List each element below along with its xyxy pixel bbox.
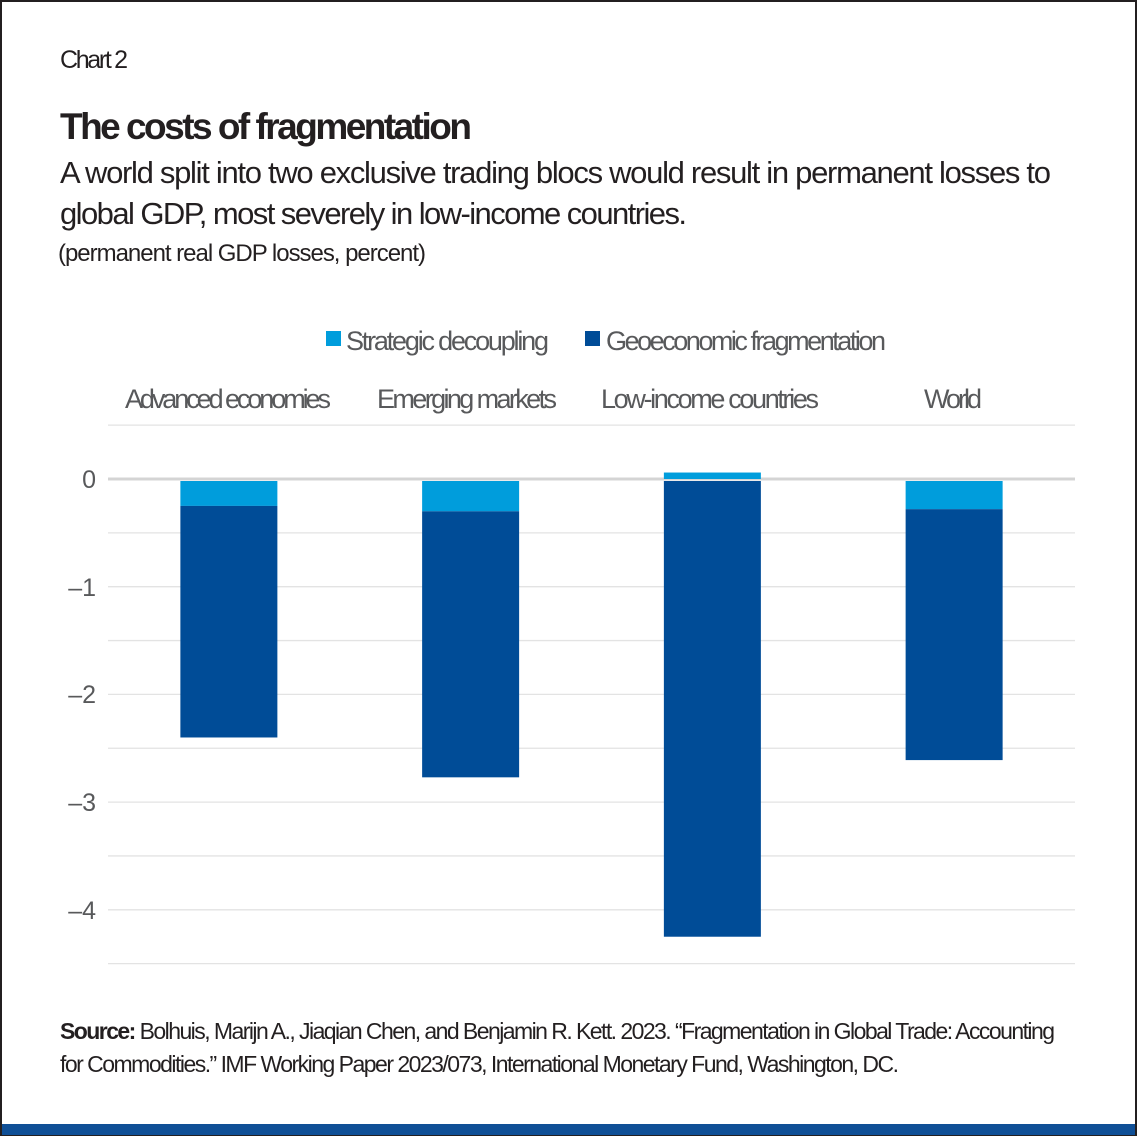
bar-geoeconomic [663, 481, 761, 937]
legend-swatch-geoeconomic [585, 331, 600, 346]
bar-strategic [422, 481, 520, 512]
chart-subtitle-line1: A world split into two exclusive trading… [60, 155, 1051, 190]
legend: Strategic decoupling Geoeconomic fragmen… [326, 326, 886, 356]
y-tick-label: 0 [82, 466, 96, 494]
category-label: Advanced economies [125, 384, 331, 414]
bar-strategic [180, 481, 278, 506]
y-tick-label: –1 [68, 574, 96, 602]
bars [180, 472, 1003, 937]
chart-number: Chart 2 [60, 46, 128, 74]
chart-subtitle-line2: global GDP, most severely in low-income … [60, 196, 687, 231]
chart-units: (permanent real GDP losses, percent) [58, 240, 426, 267]
bar-geoeconomic [422, 511, 520, 778]
source-line1: Source: Bolhuis, Marijn A., Jiaqian Chen… [60, 1018, 1055, 1044]
legend-label-strategic: Strategic decoupling [346, 326, 549, 356]
category-label: Low-income countries [601, 384, 819, 414]
bar-geoeconomic [180, 505, 278, 738]
category-label: Emerging markets [377, 384, 557, 414]
bar-geoeconomic [905, 509, 1003, 761]
bar-strategic [905, 481, 1003, 510]
footer-bar [2, 1124, 1135, 1135]
source-label: Source: [60, 1018, 136, 1044]
y-tick-label: –3 [68, 789, 96, 817]
category-label: World [924, 384, 982, 414]
y-tick-label: –4 [68, 897, 96, 925]
legend-label-geoeconomic: Geoeconomic fragmentation [606, 326, 886, 356]
legend-swatch-strategic [326, 331, 341, 346]
category-labels: Advanced economies Emerging markets Low-… [125, 384, 982, 414]
y-axis: 0 –1 –2 –3 –4 [68, 466, 96, 925]
y-tick-label: –2 [68, 681, 96, 709]
chart-title: The costs of fragmentation [60, 106, 472, 147]
source-line2: for Commodities.” IMF Working Paper 2023… [60, 1051, 899, 1077]
bar-strategic [663, 472, 761, 479]
source-text-1: Bolhuis, Marijn A., Jiaqian Chen, and Be… [135, 1018, 1055, 1044]
